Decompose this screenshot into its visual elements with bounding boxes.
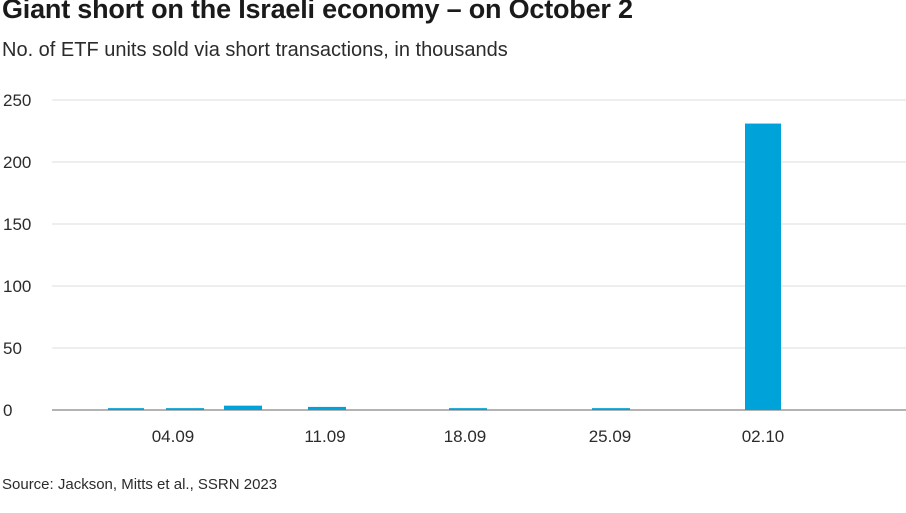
bar (308, 406, 346, 410)
y-tick-label: 100 (3, 277, 31, 296)
source-note: Source: Jackson, Mitts et al., SSRN 2023 (2, 476, 278, 493)
bar (224, 405, 262, 410)
bar (745, 123, 781, 410)
bar (166, 408, 204, 410)
chart-title: Giant short on the Israeli economy – on … (2, 0, 633, 24)
bar (108, 408, 144, 410)
chart-subtitle: No. of ETF units sold via short transact… (2, 39, 508, 61)
x-tick-label: 04.09 (152, 427, 195, 446)
bar (592, 408, 630, 410)
bar (449, 408, 487, 410)
y-tick-label: 150 (3, 215, 31, 234)
bars (108, 123, 781, 410)
y-axis-ticks: 0 50 100 150 200 250 (3, 91, 31, 420)
y-tick-label: 200 (3, 153, 31, 172)
y-tick-label: 50 (3, 339, 22, 358)
x-tick-label: 11.09 (304, 427, 345, 446)
bar-chart: 0 50 100 150 200 250 04.09 11.09 18.09 25.09 02.1… (3, 91, 906, 446)
y-tick-label: 0 (3, 401, 12, 420)
x-axis-ticks: 04.09 11.09 18.09 25.09 02.10 (152, 427, 785, 446)
x-tick-label: 18.09 (444, 427, 487, 446)
x-tick-label: 25.09 (589, 427, 632, 446)
y-tick-label: 250 (3, 91, 31, 110)
x-tick-label: 02.10 (742, 427, 785, 446)
